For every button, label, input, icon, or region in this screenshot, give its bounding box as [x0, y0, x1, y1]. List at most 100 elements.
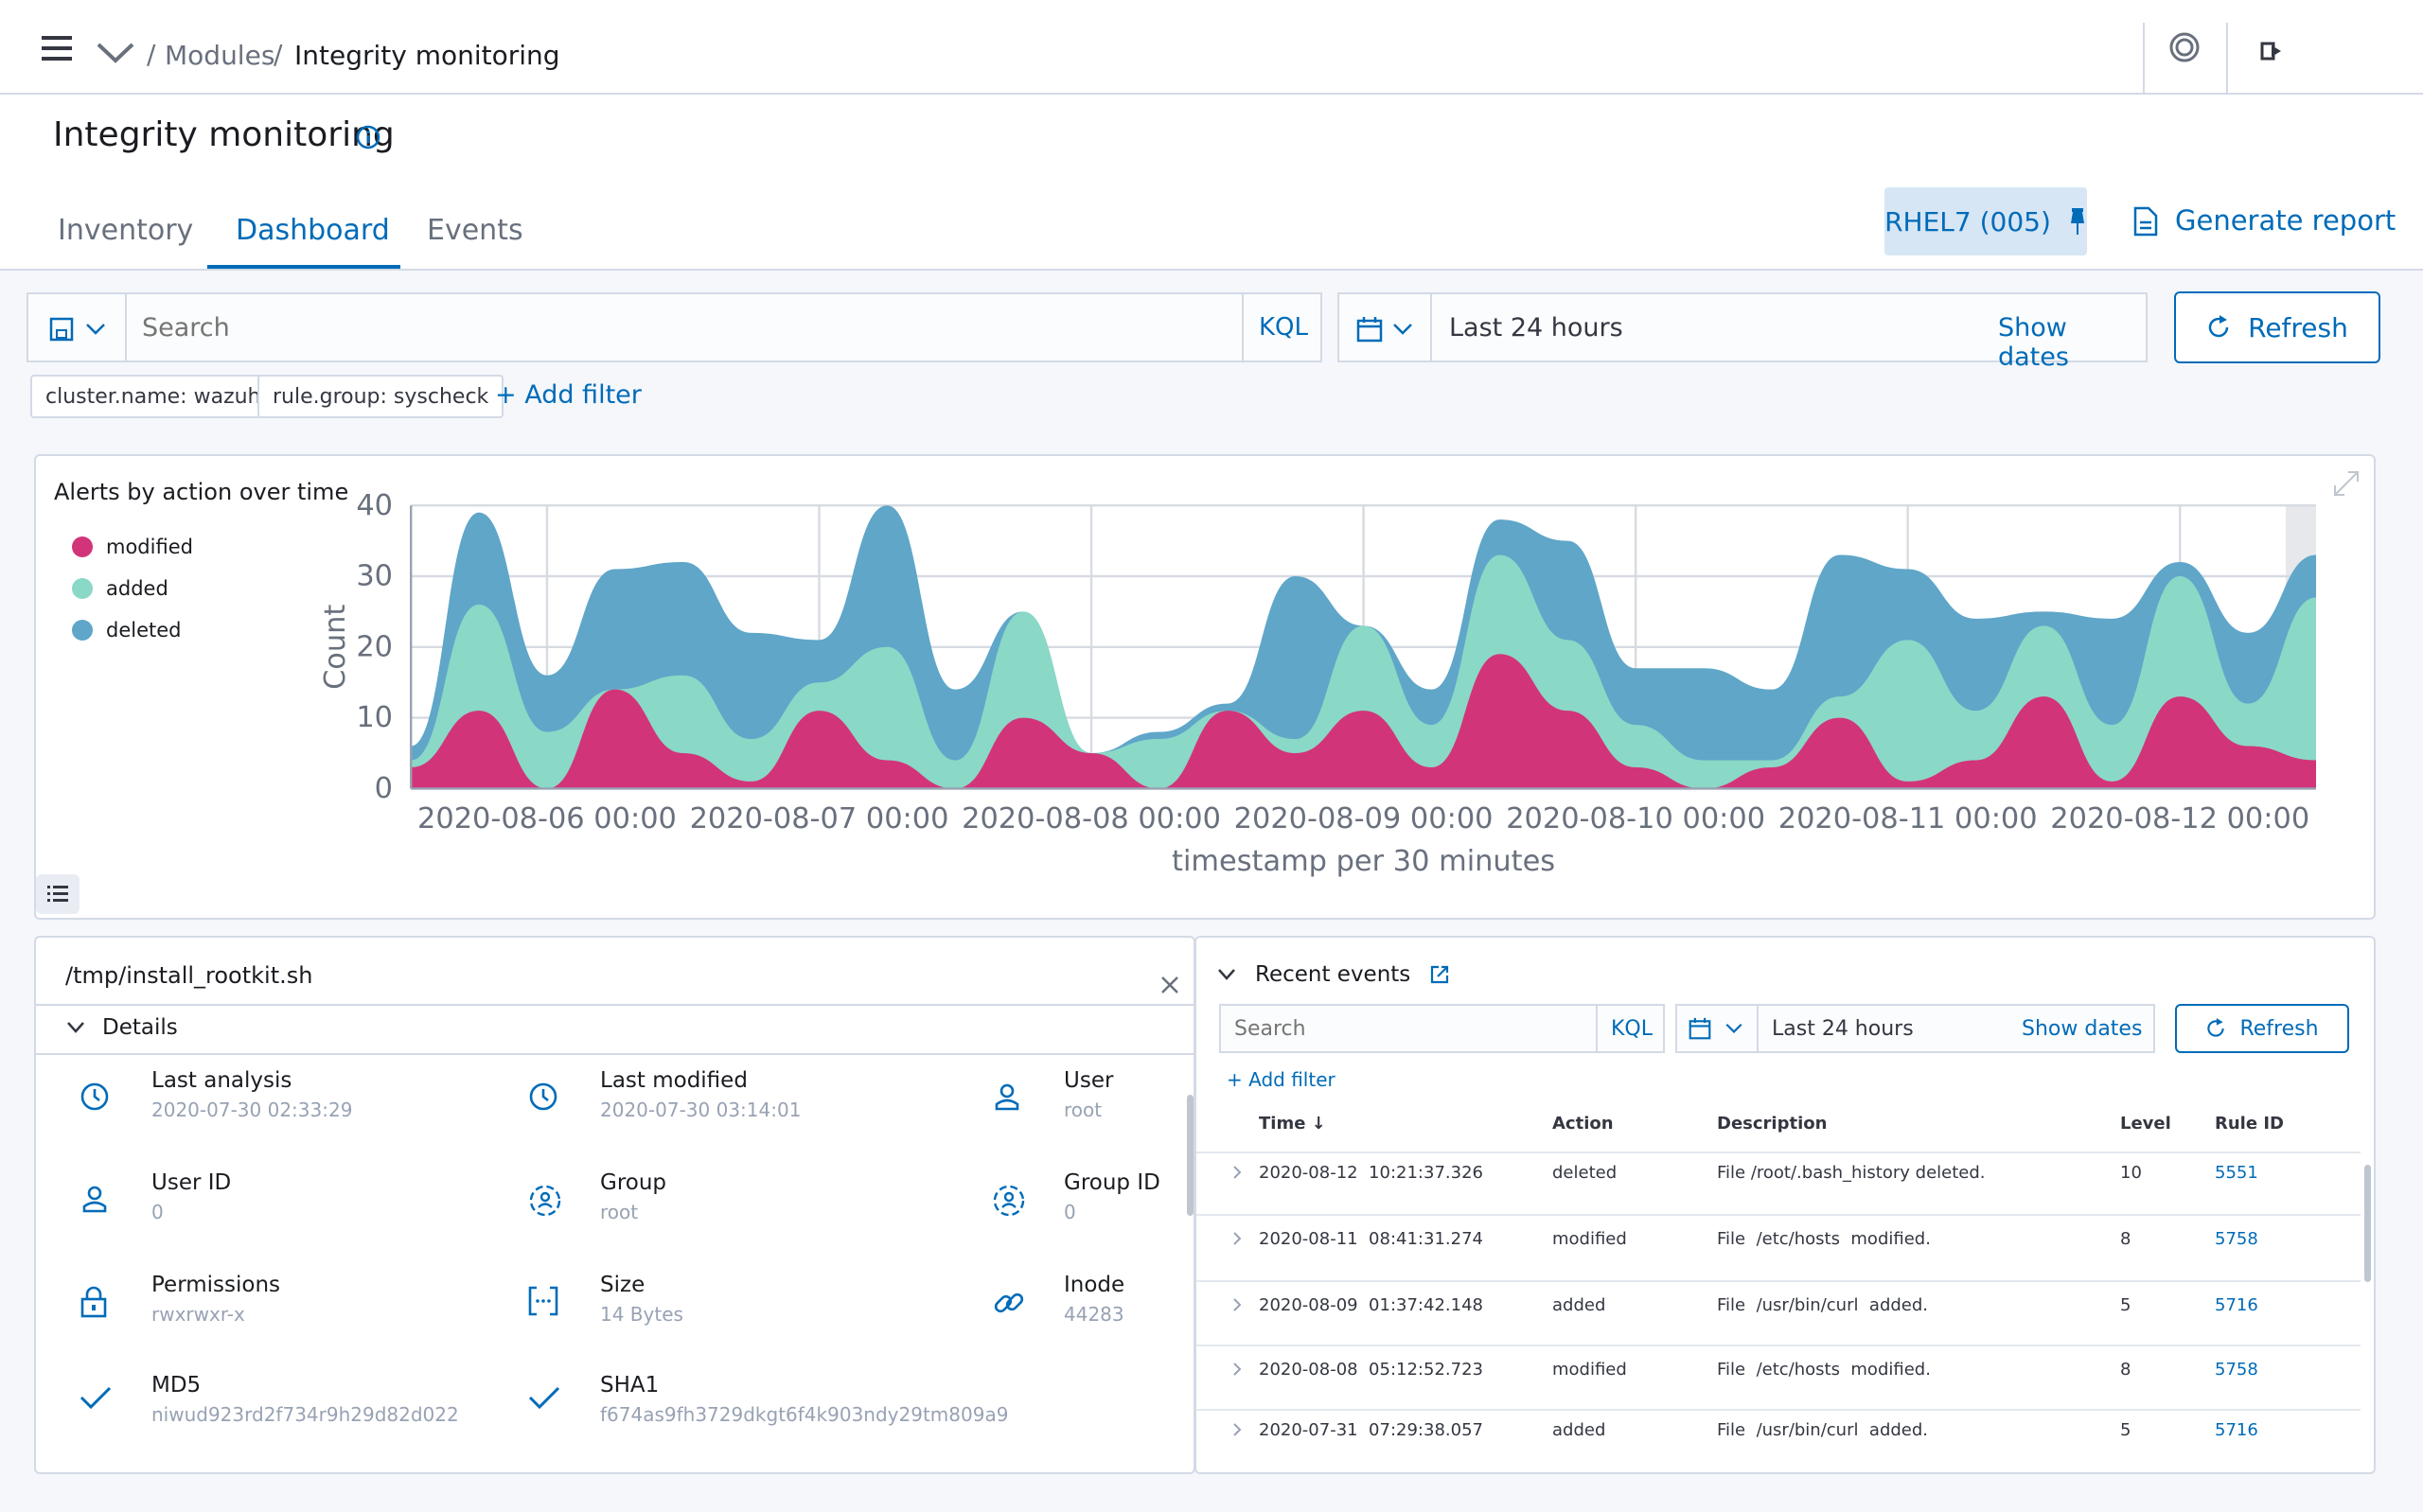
scrollbar[interactable] [2364, 1165, 2371, 1282]
details-toggle[interactable]: Details [66, 1015, 178, 1040]
legend-item-added[interactable]: added [72, 577, 168, 600]
page-title: Integrity monitoring [53, 115, 395, 154]
list-icon[interactable] [36, 874, 80, 914]
cell-action: modified [1552, 1360, 1627, 1380]
breadcrumb-modules[interactable]: Modules [165, 40, 275, 71]
search-input[interactable] [142, 308, 1259, 347]
table-row[interactable]: 2020-08-12 10:21:37.326 deleted File /root… [1196, 1163, 2361, 1201]
menu-icon[interactable] [42, 36, 72, 61]
quick-date-button[interactable] [1339, 294, 1432, 360]
y-axis-label: Count [319, 605, 352, 690]
column-header-description[interactable]: Description [1717, 1114, 1828, 1134]
cell-description: File /usr/bin/curl added. [1717, 1420, 1929, 1440]
clock-icon [528, 1081, 558, 1112]
detail-value: rwxrwxr-x [151, 1303, 245, 1326]
column-header-action[interactable]: Action [1552, 1114, 1614, 1134]
expand-icon[interactable] [2332, 469, 2361, 498]
cell-rule-id[interactable]: 5758 [2215, 1360, 2258, 1380]
detail-value: 2020-07-30 03:14:01 [600, 1099, 802, 1121]
document-icon [2133, 206, 2158, 237]
cell-rule-id[interactable]: 5716 [2215, 1420, 2258, 1440]
cell-action: modified [1552, 1229, 1627, 1249]
chevron-right-icon[interactable] [1232, 1422, 1242, 1437]
events-show-dates-button[interactable]: Show dates [2022, 1017, 2143, 1041]
date-picker: Last 24 hours Show dates [1337, 292, 2148, 372]
divider [2143, 23, 2145, 95]
breadcrumb-separator: / [274, 39, 283, 70]
group-icon [992, 1184, 1026, 1218]
logout-icon[interactable] [2260, 40, 2287, 62]
cell-rule-id[interactable]: 5716 [2215, 1295, 2258, 1315]
show-dates-button[interactable]: Show dates [1998, 313, 2069, 372]
pin-icon[interactable] [2068, 208, 2087, 235]
detail-value: 0 [151, 1201, 164, 1223]
cell-level: 5 [2120, 1420, 2131, 1440]
table-row[interactable]: 2020-07-31 07:29:38.057 added File /usr/bi… [1196, 1420, 2361, 1458]
divider [1242, 294, 1244, 360]
details-grid: Last analysis 2020-07-30 02:33:29 Last mod… [36, 938, 1197, 1476]
chevron-right-icon[interactable] [1232, 1362, 1242, 1377]
events-search-bar: KQL [1219, 1004, 1665, 1053]
column-header-rule-id[interactable]: Rule ID [2215, 1114, 2284, 1134]
agent-label: RHEL7 (005) [1884, 205, 2051, 237]
close-icon[interactable] [1160, 976, 1179, 994]
lock-icon [80, 1286, 108, 1318]
table-row[interactable]: 2020-08-09 01:37:42.148 added File /usr/bi… [1196, 1295, 2361, 1333]
tab-dashboard[interactable]: Dashboard [236, 214, 390, 247]
detail-value: 0 [1064, 1201, 1076, 1223]
cell-rule-id[interactable]: 5551 [2215, 1163, 2258, 1183]
x-tick-label: 2020-08-10 00:00 [1506, 802, 1765, 835]
active-tab-indicator [207, 265, 400, 269]
tab-inventory[interactable]: Inventory [58, 214, 194, 247]
info-icon[interactable] [356, 125, 380, 149]
chevron-down-icon [1724, 1023, 1743, 1034]
divider [2226, 23, 2228, 95]
chevron-right-icon[interactable] [1232, 1165, 1242, 1180]
refresh-button[interactable]: Refresh [2174, 291, 2380, 363]
y-tick-label: 0 [375, 772, 393, 805]
cell-action: added [1552, 1420, 1606, 1440]
recent-events-toggle[interactable]: Recent events [1217, 962, 1450, 987]
time-range-label[interactable]: Last 24 hours [1449, 313, 1623, 343]
add-filter-button[interactable]: + Add filter [495, 380, 642, 410]
chart-panel: Alerts by action over time modified adde… [34, 454, 2376, 920]
tab-events[interactable]: Events [427, 214, 523, 247]
table-row[interactable]: 2020-08-08 05:12:52.723 modified File /etc… [1196, 1360, 2361, 1398]
legend-item-deleted[interactable]: deleted [72, 619, 182, 642]
cell-time: 2020-08-11 08:41:31.274 [1259, 1229, 1483, 1249]
detail-value: niwud923rd2f734r9h29d82d022 [151, 1403, 459, 1426]
filter-pill[interactable]: cluster.name: wazuh [30, 375, 276, 418]
saved-queries-button[interactable] [28, 294, 127, 360]
column-header-time[interactable]: Time ↓ [1259, 1114, 1326, 1134]
scrollbar[interactable] [1187, 1095, 1194, 1216]
detail-value: 44283 [1064, 1303, 1124, 1326]
row-divider [1196, 1152, 2361, 1153]
cell-rule-id[interactable]: 5758 [2215, 1229, 2258, 1249]
chevron-down-icon[interactable] [97, 42, 134, 64]
external-link-icon[interactable] [1429, 964, 1450, 985]
events-time-range[interactable]: Last 24 hours [1772, 1017, 1914, 1041]
help-icon[interactable] [2169, 32, 2200, 62]
events-refresh-button[interactable]: Refresh [2175, 1004, 2349, 1053]
table-row[interactable]: 2020-08-11 08:41:31.274 modified File /etc… [1196, 1229, 2361, 1267]
cell-time: 2020-07-31 07:29:38.057 [1259, 1420, 1483, 1440]
chevron-right-icon[interactable] [1232, 1231, 1242, 1246]
column-header-level[interactable]: Level [2120, 1114, 2171, 1134]
events-quick-date-button[interactable] [1677, 1006, 1759, 1051]
area-modified[interactable] [411, 654, 2317, 789]
legend-item-modified[interactable]: modified [72, 536, 193, 558]
top-nav-bar: / Modules / Integrity monitoring [0, 0, 2423, 95]
chevron-down-icon [85, 323, 106, 336]
x-tick-label: 2020-08-08 00:00 [962, 802, 1221, 835]
chevron-down-icon [1392, 323, 1413, 336]
kql-toggle[interactable]: KQL [1259, 313, 1308, 342]
chevron-right-icon[interactable] [1232, 1297, 1242, 1312]
x-axis-label: timestamp per 30 minutes [1172, 845, 1555, 878]
filter-pill[interactable]: rule.group: syscheck [257, 375, 504, 418]
pinned-agent-button[interactable]: RHEL7 (005) [1884, 187, 2087, 255]
generate-report-button[interactable]: Generate report [2175, 204, 2396, 237]
detail-label: Inode [1064, 1273, 1125, 1297]
events-add-filter-button[interactable]: + Add filter [1227, 1068, 1335, 1091]
events-kql-toggle[interactable]: KQL [1611, 1017, 1653, 1041]
events-search-input[interactable] [1234, 1015, 1594, 1042]
